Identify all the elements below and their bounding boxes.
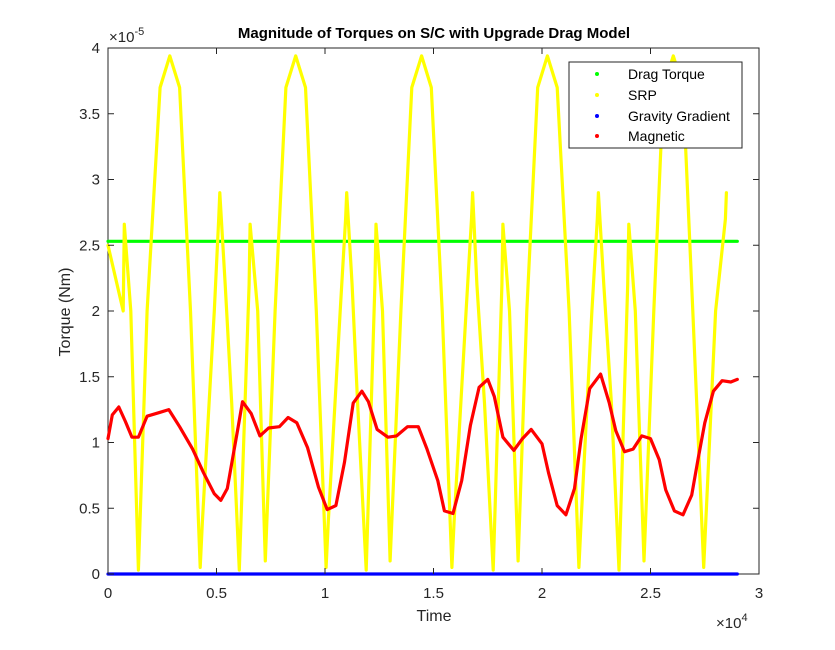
y-tick-label: 3 [92,172,100,189]
x-tick-label: 1.5 [423,585,444,602]
x-tick-label: 2 [538,585,546,602]
series-line-srp [106,54,729,572]
x-tick-label: 2.5 [640,585,661,602]
legend-marker-gravity-gradient [595,114,599,118]
x-axis-exponent-power: 4 [741,612,747,624]
legend-entry-magnetic: Magnetic [595,128,685,144]
y-tick-label: 1.5 [79,369,100,386]
y-tick-label: 0.5 [79,500,100,517]
legend-entry-drag-torque: Drag Torque [595,66,705,82]
y-tick-label: 1 [92,435,100,452]
series-layer [106,54,739,576]
x-axis-exponent: ×104 [716,612,748,632]
y-tick-label: 2 [92,303,100,320]
legend: Drag Torque SRP Gravity Gradient Magneti… [568,61,743,149]
y-tick-label: 0 [92,566,100,583]
legend-box [568,61,743,149]
y-tick-label: 3.5 [79,106,100,123]
legend-marker-srp [595,93,599,97]
x-axis-label: Time [417,608,452,625]
y-tick-label: 2.5 [79,237,100,254]
legend-marker-magnetic [595,134,599,138]
y-axis-exponent: ×10-5 [109,26,144,46]
legend-marker-drag-torque [595,72,599,76]
tick-layer: 0 0.5 1 1.5 2 2.5 3 0 0.5 1 1.5 2 2.5 3 3.5 4 [79,40,763,602]
x-tick-label: 3 [755,585,763,602]
legend-label-drag-torque: Drag Torque [628,66,705,82]
x-tick-label: 0 [104,585,112,602]
x-tick-label: 1 [321,585,329,602]
legend-entry-srp: SRP [595,87,657,103]
legend-label-magnetic: Magnetic [628,128,685,144]
x-axis-exponent-base: ×10 [716,615,741,632]
y-tick-label: 4 [92,40,100,57]
y-axis-exponent-power: -5 [134,26,144,38]
legend-entry-gravity-gradient: Gravity Gradient [595,108,730,124]
chart-title: Magnitude of Torques on S/C with Upgrade… [238,25,630,42]
series-line-magnetic [106,372,739,517]
legend-label-gravity-gradient: Gravity Gradient [628,108,730,124]
y-axis-exponent-base: ×10 [109,29,134,46]
legend-label-srp: SRP [628,87,657,103]
y-axis-label: Torque (Nm) [57,268,74,357]
x-tick-label: 0.5 [206,585,227,602]
